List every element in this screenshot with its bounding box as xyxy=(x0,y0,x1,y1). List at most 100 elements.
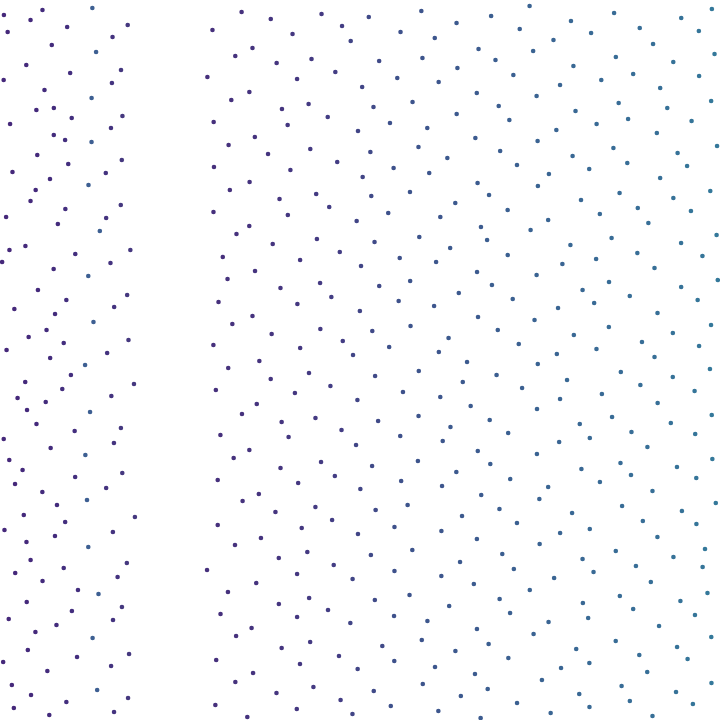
strip-column xyxy=(20,18,40,698)
strip-column xyxy=(40,8,60,718)
dot xyxy=(247,224,252,229)
dot xyxy=(110,81,115,86)
dot xyxy=(588,436,593,441)
dot xyxy=(338,698,343,703)
dot xyxy=(594,122,599,127)
dot xyxy=(330,518,335,523)
dot xyxy=(419,9,424,14)
dot xyxy=(288,168,293,173)
dot xyxy=(109,126,114,131)
dot xyxy=(254,402,259,407)
dot xyxy=(587,661,592,666)
dot xyxy=(693,432,698,437)
dot xyxy=(10,170,15,175)
dot xyxy=(247,90,252,95)
dot xyxy=(515,163,520,168)
dot xyxy=(570,154,575,159)
dot xyxy=(340,24,345,29)
dot xyxy=(459,694,464,699)
dot xyxy=(28,18,33,23)
dot xyxy=(505,208,510,213)
dot xyxy=(392,569,397,574)
dot xyxy=(655,535,660,540)
dot xyxy=(12,706,17,711)
dot xyxy=(251,671,256,676)
dot xyxy=(694,476,699,481)
dot xyxy=(112,441,117,446)
dot xyxy=(631,607,636,612)
dot xyxy=(586,616,591,621)
dot xyxy=(28,558,33,563)
dot xyxy=(98,229,103,234)
dot xyxy=(40,8,45,13)
dot xyxy=(392,659,397,664)
dot xyxy=(295,302,300,307)
dot xyxy=(226,590,231,595)
dot xyxy=(356,129,361,134)
dot xyxy=(709,635,714,640)
dot xyxy=(4,215,9,220)
dot xyxy=(645,670,650,675)
dot xyxy=(4,348,9,353)
dot xyxy=(417,235,422,240)
dot xyxy=(433,665,438,670)
dot xyxy=(546,218,551,223)
dot xyxy=(335,160,340,165)
dot xyxy=(416,369,421,374)
dot xyxy=(594,347,599,352)
dot xyxy=(279,420,284,425)
dot xyxy=(618,461,623,466)
dot xyxy=(460,380,465,385)
dot xyxy=(496,104,501,109)
dot xyxy=(69,116,74,121)
dot xyxy=(587,705,592,710)
dot xyxy=(86,545,91,550)
dot xyxy=(594,257,599,262)
strip-column xyxy=(118,23,137,701)
dot xyxy=(410,100,415,105)
dot xyxy=(328,384,333,389)
dot xyxy=(534,94,539,99)
dot xyxy=(226,366,231,371)
dot xyxy=(51,267,56,272)
dot xyxy=(694,522,699,527)
dot xyxy=(577,692,582,697)
dot xyxy=(558,531,563,536)
dot xyxy=(438,215,443,220)
dot xyxy=(437,350,442,355)
dot xyxy=(573,109,578,114)
strip-column xyxy=(586,31,604,710)
dot xyxy=(61,566,66,571)
dot xyxy=(12,307,17,312)
dot xyxy=(689,119,694,124)
dot xyxy=(436,709,441,714)
dot xyxy=(125,23,130,28)
dot xyxy=(64,700,69,705)
dot xyxy=(120,114,125,119)
dot xyxy=(468,404,473,409)
dot xyxy=(629,430,634,435)
dot xyxy=(498,149,503,154)
dot xyxy=(23,380,28,385)
dot xyxy=(254,581,259,586)
dot xyxy=(75,655,80,660)
dot xyxy=(376,419,381,424)
dot xyxy=(112,305,117,310)
dot xyxy=(216,300,221,305)
dot xyxy=(655,311,660,316)
dot xyxy=(512,567,517,572)
dot xyxy=(691,702,696,707)
dot xyxy=(494,373,499,378)
dot xyxy=(109,394,114,399)
dot xyxy=(649,580,654,585)
strip-column xyxy=(366,15,384,694)
dot xyxy=(559,666,564,671)
dot xyxy=(465,360,470,365)
dot xyxy=(110,35,115,40)
dot xyxy=(405,503,410,508)
strip-column xyxy=(266,17,285,696)
dot xyxy=(132,382,137,387)
strip-column xyxy=(325,24,345,703)
strip-column xyxy=(348,39,365,717)
dot xyxy=(29,693,34,698)
